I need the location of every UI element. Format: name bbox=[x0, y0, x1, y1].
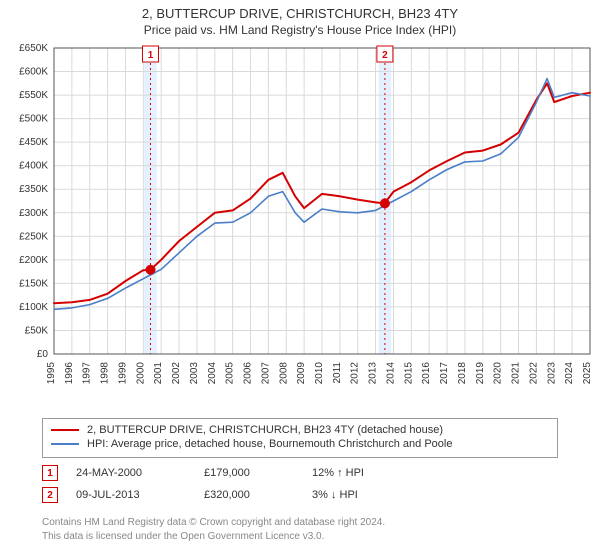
svg-text:2018: 2018 bbox=[457, 362, 468, 385]
svg-text:2012: 2012 bbox=[350, 362, 361, 385]
svg-text:£450K: £450K bbox=[19, 137, 48, 148]
svg-text:2009: 2009 bbox=[296, 362, 307, 385]
svg-text:2000: 2000 bbox=[135, 362, 146, 385]
svg-text:£100K: £100K bbox=[19, 302, 48, 313]
event-row: 2 09-JUL-2013 £320,000 3% ↓ HPI bbox=[42, 484, 558, 506]
event-badge: 1 bbox=[42, 465, 58, 481]
legend-row: HPI: Average price, detached house, Bour… bbox=[51, 437, 549, 451]
svg-text:2014: 2014 bbox=[385, 362, 396, 385]
svg-text:2004: 2004 bbox=[207, 362, 218, 385]
credits-line1: Contains HM Land Registry data © Crown c… bbox=[42, 516, 558, 530]
svg-text:1: 1 bbox=[148, 50, 154, 61]
event-delta: 3% ↓ HPI bbox=[312, 489, 402, 501]
svg-text:£500K: £500K bbox=[19, 114, 48, 125]
title-line1: 2, BUTTERCUP DRIVE, CHRISTCHURCH, BH23 4… bbox=[8, 6, 592, 21]
svg-text:2021: 2021 bbox=[511, 362, 522, 385]
svg-text:1999: 1999 bbox=[117, 362, 128, 385]
legend-label: HPI: Average price, detached house, Bour… bbox=[87, 438, 452, 450]
svg-text:2: 2 bbox=[382, 50, 388, 61]
event-badge: 2 bbox=[42, 487, 58, 503]
svg-text:2015: 2015 bbox=[403, 362, 414, 385]
price-chart: £0 £50K £100K £150K £200K £250K £300K £350K £400… bbox=[0, 40, 600, 410]
svg-text:£650K: £650K bbox=[19, 43, 48, 54]
svg-text:2023: 2023 bbox=[546, 362, 557, 385]
title-block: 2, BUTTERCUP DRIVE, CHRISTCHURCH, BH23 4… bbox=[0, 0, 600, 39]
event-date: 24-MAY-2000 bbox=[76, 467, 186, 479]
svg-text:2024: 2024 bbox=[564, 362, 575, 385]
svg-text:£350K: £350K bbox=[19, 184, 48, 195]
svg-text:2002: 2002 bbox=[171, 362, 182, 385]
svg-text:£200K: £200K bbox=[19, 255, 48, 266]
svg-text:2001: 2001 bbox=[153, 362, 164, 385]
svg-text:£400K: £400K bbox=[19, 161, 48, 172]
svg-text:2025: 2025 bbox=[582, 362, 593, 385]
svg-text:2013: 2013 bbox=[368, 362, 379, 385]
legend-swatch bbox=[51, 443, 79, 445]
svg-text:2011: 2011 bbox=[332, 362, 343, 384]
event-delta: 12% ↑ HPI bbox=[312, 467, 402, 479]
svg-text:1997: 1997 bbox=[82, 362, 93, 385]
svg-text:2020: 2020 bbox=[493, 362, 504, 385]
legend-label: 2, BUTTERCUP DRIVE, CHRISTCHURCH, BH23 4… bbox=[87, 424, 443, 436]
title-line2: Price paid vs. HM Land Registry's House … bbox=[8, 23, 592, 37]
legend-swatch bbox=[51, 429, 79, 431]
svg-text:2007: 2007 bbox=[260, 362, 271, 385]
svg-text:2005: 2005 bbox=[225, 362, 236, 385]
svg-text:£250K: £250K bbox=[19, 231, 48, 242]
svg-text:2017: 2017 bbox=[439, 362, 450, 385]
credits-line2: This data is licensed under the Open Gov… bbox=[42, 530, 558, 544]
legend-box: 2, BUTTERCUP DRIVE, CHRISTCHURCH, BH23 4… bbox=[42, 418, 558, 458]
svg-text:£150K: £150K bbox=[19, 278, 48, 289]
event-row: 1 24-MAY-2000 £179,000 12% ↑ HPI bbox=[42, 462, 558, 484]
event-date: 09-JUL-2013 bbox=[76, 489, 186, 501]
svg-text:£300K: £300K bbox=[19, 208, 48, 219]
svg-text:£50K: £50K bbox=[25, 325, 49, 336]
event-price: £179,000 bbox=[204, 467, 294, 479]
svg-text:2016: 2016 bbox=[421, 362, 432, 385]
svg-text:1998: 1998 bbox=[100, 362, 111, 385]
svg-text:£0: £0 bbox=[37, 349, 49, 360]
svg-text:2019: 2019 bbox=[475, 362, 486, 385]
svg-text:2003: 2003 bbox=[189, 362, 200, 385]
svg-text:£600K: £600K bbox=[19, 67, 48, 78]
svg-text:2008: 2008 bbox=[278, 362, 289, 385]
svg-text:2010: 2010 bbox=[314, 362, 325, 385]
svg-text:2006: 2006 bbox=[243, 362, 254, 385]
credits: Contains HM Land Registry data © Crown c… bbox=[42, 516, 558, 543]
event-price: £320,000 bbox=[204, 489, 294, 501]
svg-text:£550K: £550K bbox=[19, 90, 48, 101]
svg-text:2022: 2022 bbox=[528, 362, 539, 385]
legend-row: 2, BUTTERCUP DRIVE, CHRISTCHURCH, BH23 4… bbox=[51, 423, 549, 437]
event-table: 1 24-MAY-2000 £179,000 12% ↑ HPI 2 09-JUL-201… bbox=[42, 462, 558, 506]
svg-text:1996: 1996 bbox=[64, 362, 75, 385]
svg-text:1995: 1995 bbox=[46, 362, 57, 385]
